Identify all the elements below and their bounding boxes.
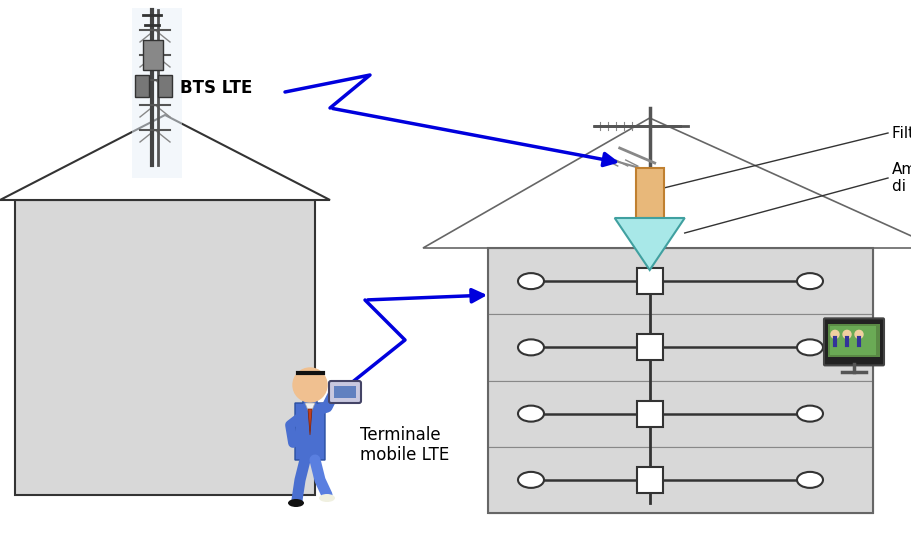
Bar [637, 467, 662, 493]
Bar [488, 248, 873, 513]
Ellipse shape [518, 339, 544, 356]
Ellipse shape [288, 499, 304, 507]
Bar [828, 324, 880, 357]
Text: Filtro “in-line”: Filtro “in-line” [892, 125, 911, 140]
Ellipse shape [319, 494, 335, 502]
Circle shape [293, 368, 327, 402]
Polygon shape [423, 118, 911, 248]
Bar [488, 314, 873, 380]
Ellipse shape [797, 406, 823, 422]
Circle shape [831, 330, 839, 338]
Bar [830, 327, 876, 356]
Bar [636, 168, 664, 218]
Circle shape [855, 330, 863, 338]
Bar [132, 8, 182, 178]
Text: Amplificatore
di testa: Amplificatore di testa [892, 162, 911, 194]
Polygon shape [305, 403, 315, 415]
Bar [488, 447, 873, 513]
FancyBboxPatch shape [824, 318, 884, 365]
Ellipse shape [797, 472, 823, 488]
Bar [488, 248, 873, 314]
Polygon shape [295, 397, 325, 460]
Bar [15, 200, 315, 495]
Bar [637, 401, 662, 427]
Bar [158, 75, 172, 97]
Bar [334, 386, 356, 398]
Bar [637, 335, 662, 360]
Ellipse shape [518, 273, 544, 289]
Ellipse shape [797, 273, 823, 289]
Bar [143, 40, 163, 70]
Text: Terminale
mobile LTE: Terminale mobile LTE [360, 426, 449, 464]
Circle shape [843, 330, 851, 338]
Bar [488, 380, 873, 447]
Polygon shape [0, 115, 330, 200]
Polygon shape [615, 218, 685, 270]
Bar [135, 75, 149, 97]
Ellipse shape [797, 339, 823, 356]
Polygon shape [308, 409, 312, 435]
Text: BTS LTE: BTS LTE [180, 79, 252, 97]
FancyBboxPatch shape [329, 381, 361, 403]
Bar [637, 268, 662, 294]
Ellipse shape [518, 406, 544, 422]
Ellipse shape [518, 472, 544, 488]
